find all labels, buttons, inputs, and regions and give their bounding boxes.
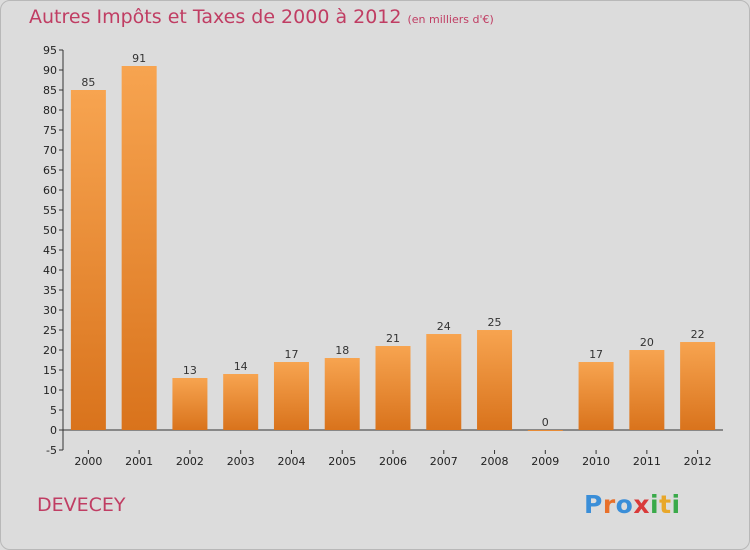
y-tick-label: 65 [43,164,57,177]
y-tick-label: 20 [43,344,57,357]
logo-letter: r [602,490,616,519]
y-tick-label: 45 [43,244,57,257]
data-label: 17 [284,348,298,361]
data-label: 22 [691,328,705,341]
data-label: 25 [488,316,502,329]
bar [324,358,360,430]
data-label: 0 [542,416,549,429]
bar [70,90,106,430]
y-tick-label: 85 [43,84,57,97]
y-tick-label: 10 [43,384,57,397]
bar [172,378,208,430]
bar [477,330,513,430]
logo-letter: t [659,490,672,519]
bar [223,374,259,430]
bar [375,346,411,430]
data-label: 24 [437,320,451,333]
data-label: 21 [386,332,400,345]
x-tick-label: 2001 [125,455,153,468]
x-tick-label: 2005 [328,455,356,468]
y-tick-label: 80 [43,104,57,117]
y-tick-label: 95 [43,44,57,57]
y-tick-label: 90 [43,64,57,77]
y-tick-label: 25 [43,324,57,337]
y-tick-label: 55 [43,204,57,217]
x-tick-label: 2004 [277,455,305,468]
bar [578,362,614,430]
data-label: 18 [335,344,349,357]
logo-letter: i [650,490,660,519]
x-tick-label: 2006 [379,455,407,468]
y-tick-label: 75 [43,124,57,137]
logo-letter: i [671,490,681,519]
y-tick-label: 5 [50,404,57,417]
x-tick-label: 2000 [74,455,102,468]
x-tick-label: 2011 [633,455,661,468]
bar [629,350,665,430]
data-label: 13 [183,364,197,377]
axes: -5 0 5 10 15 20 25 30 35 40 45 50 55 60 65 70 75 80 85 90 95… [43,44,723,468]
commune-name: DEVECEY [37,494,126,516]
unit-label: (en milliers d'€) [407,13,494,26]
logo-letter: o [615,490,634,519]
x-tick-label: 2003 [227,455,255,468]
bar [680,342,716,430]
data-labels: 85 91 13 14 17 18 21 24 25 0 17 20 22 [81,52,704,429]
bar [273,362,309,430]
x-tick-label: 2002 [176,455,204,468]
logo-letter: x [633,490,650,519]
logo-letter: P [584,490,603,519]
bar [527,430,563,431]
y-tick-label: 30 [43,304,57,317]
y-tick-label: 35 [43,284,57,297]
chart-title: Autres Impôts et Taxes de 2000 à 2012 (en… [29,6,494,28]
x-tick-label: 2008 [481,455,509,468]
y-tick-label: 0 [50,424,57,437]
proxiti-logo: Proxiti [584,490,681,519]
bar [426,334,462,430]
x-tick-label: 2009 [531,455,559,468]
data-label: 85 [81,76,95,89]
y-tick-label: 60 [43,184,57,197]
data-label: 17 [589,348,603,361]
y-tick-label: 15 [43,364,57,377]
y-tick-label: 40 [43,264,57,277]
y-tick-label: 50 [43,224,57,237]
bars [70,66,716,431]
x-tick-label: 2012 [684,455,712,468]
x-tick-label: 2010 [582,455,610,468]
data-label: 14 [234,360,248,373]
title-text: Autres Impôts et Taxes de 2000 à 2012 [29,6,402,28]
data-label: 20 [640,336,654,349]
y-tick-label: 70 [43,144,57,157]
data-label: 91 [132,52,146,65]
y-tick-label: -5 [46,444,57,457]
x-tick-label: 2007 [430,455,458,468]
bar [121,66,157,430]
